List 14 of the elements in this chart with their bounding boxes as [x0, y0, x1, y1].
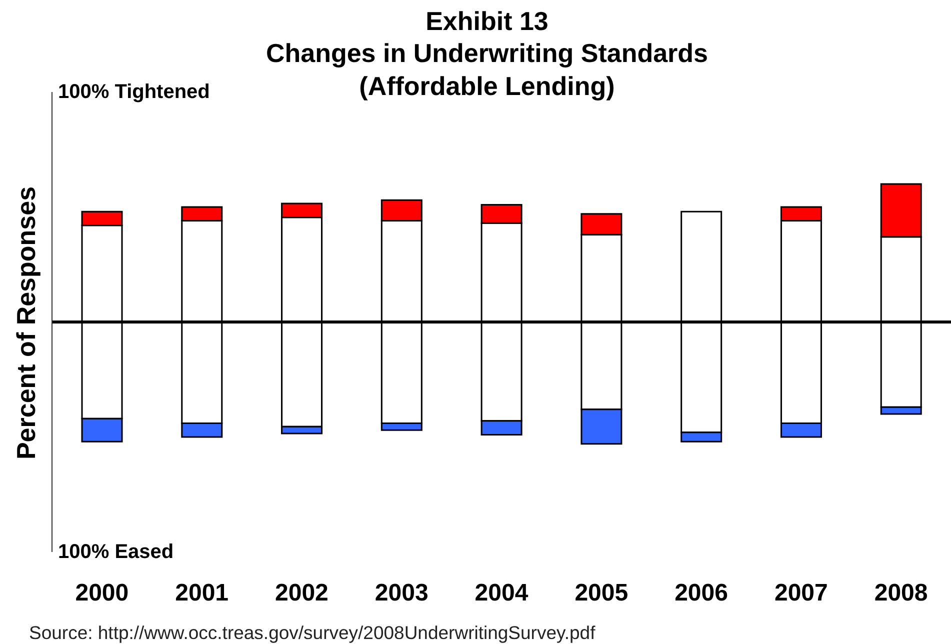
x-tick-label: 2007 [774, 580, 828, 606]
y-axis-title: Percent of Responses [11, 186, 41, 460]
y-tick-label: 100% Tightened [58, 81, 210, 103]
x-tick-label: 2008 [874, 580, 928, 606]
x-tick-label: 2003 [374, 580, 428, 606]
x-tick-label: 2004 [474, 580, 529, 606]
chart-title: Exhibit 13 Changes in Underwriting Standards (Affordable Lending) [266, 4, 708, 102]
source-note: Source: http://www.occ.treas.gov/survey/2008UnderwritingSurvey.pdf [29, 622, 596, 643]
x-tick-label: 2002 [275, 580, 328, 606]
y-tick-label: 100% Eased [58, 541, 174, 563]
x-tick-label: 2005 [574, 580, 628, 606]
x-tick-label: 2000 [75, 580, 129, 606]
x-tick-label: 2001 [175, 580, 229, 606]
x-tick-label: 2006 [674, 580, 728, 606]
